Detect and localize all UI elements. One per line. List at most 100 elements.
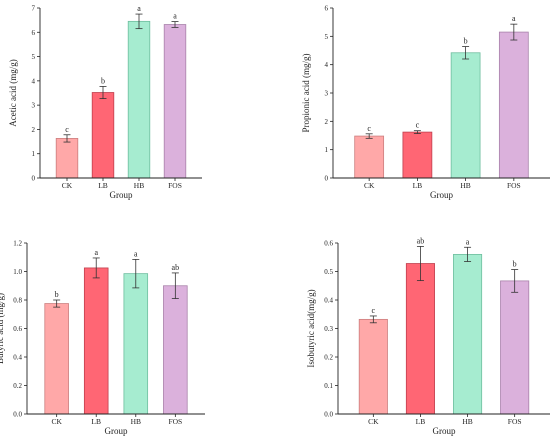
y-tick-label: 1.0 bbox=[13, 268, 22, 276]
bar-fos bbox=[498, 31, 529, 179]
x-tick-label: LB bbox=[98, 181, 108, 190]
bar-lb bbox=[402, 131, 433, 179]
bar-ck bbox=[55, 138, 79, 179]
bar-hb bbox=[450, 52, 481, 179]
y-tick-label: 2 bbox=[325, 118, 329, 126]
x-tick-label: LB bbox=[416, 417, 426, 426]
x-axis-title: Group bbox=[110, 190, 133, 200]
error-bar bbox=[369, 315, 377, 324]
error-bar bbox=[53, 299, 61, 308]
x-tick-label: HB bbox=[462, 417, 472, 426]
y-tick-label: 0 bbox=[32, 175, 36, 183]
significance-label: c bbox=[416, 121, 420, 130]
y-tick-label: 2 bbox=[32, 126, 36, 134]
error-bar bbox=[464, 246, 472, 262]
significance-label: a bbox=[173, 12, 177, 21]
bar-ck bbox=[358, 318, 388, 415]
error-bar bbox=[132, 258, 140, 289]
significance-label: c bbox=[367, 124, 371, 133]
error-bar bbox=[63, 134, 71, 143]
error-bar bbox=[416, 246, 424, 282]
y-tick-label: 6 bbox=[32, 29, 36, 37]
y-tick-label: 3 bbox=[32, 102, 36, 110]
significance-label: b bbox=[101, 76, 105, 85]
x-axis-title: Group bbox=[433, 426, 456, 436]
significance-label: b bbox=[464, 37, 468, 46]
error-bar bbox=[511, 269, 519, 293]
bar-fos bbox=[163, 24, 187, 179]
x-tick-label: FOS bbox=[507, 181, 521, 190]
error-bar bbox=[365, 133, 373, 139]
significance-label: a bbox=[134, 249, 138, 258]
y-tick-label: 5 bbox=[325, 33, 329, 41]
y-tick-label: 0.5 bbox=[324, 268, 333, 276]
x-tick-label: CK bbox=[51, 417, 62, 426]
bar-hb bbox=[123, 273, 149, 415]
bar-fos bbox=[500, 280, 530, 415]
error-bar bbox=[171, 272, 179, 299]
y-axis-title: Propionic acid (mg/g) bbox=[301, 54, 311, 133]
x-tick-label: HB bbox=[460, 181, 470, 190]
bar-ck bbox=[44, 303, 69, 415]
y-axis-title: Isobutyric acid(mg/g) bbox=[306, 289, 316, 367]
x-tick-label: CK bbox=[364, 181, 375, 190]
y-tick-label: 0.3 bbox=[324, 325, 333, 333]
y-tick-label: 0.0 bbox=[324, 411, 333, 419]
y-tick-label: 1 bbox=[325, 146, 329, 154]
y-tick-label: 7 bbox=[32, 5, 36, 13]
significance-label: c bbox=[65, 125, 69, 134]
y-axis-title: Acetic acid (mg/g) bbox=[8, 59, 18, 126]
significance-label: a bbox=[94, 248, 98, 257]
y-tick-label: 3 bbox=[325, 90, 329, 98]
x-tick-label: CK bbox=[368, 417, 379, 426]
significance-label: ab bbox=[417, 236, 425, 245]
y-tick-label: 0.1 bbox=[324, 382, 333, 390]
bar-hb bbox=[127, 20, 151, 179]
bar-lb bbox=[91, 92, 115, 179]
significance-label: b bbox=[513, 260, 517, 269]
y-tick-label: 0.8 bbox=[13, 297, 22, 305]
significance-label: a bbox=[512, 14, 516, 23]
x-axis-title: Group bbox=[430, 190, 453, 200]
chart-acetic: c CK b LB a HB a FOS 0 1 2 3 4 5 6 7 Group Acetic acid (m… bbox=[8, 4, 202, 200]
y-tick-label: 0.2 bbox=[13, 382, 22, 390]
y-tick-label: 1 bbox=[32, 150, 36, 158]
y-tick-label: 0.6 bbox=[324, 240, 333, 248]
significance-label: b bbox=[55, 290, 59, 299]
y-axis-title: Butyric acid (mg/g) bbox=[0, 293, 5, 364]
y-tick-label: 6 bbox=[325, 5, 329, 13]
x-tick-label: LB bbox=[91, 417, 101, 426]
error-bar bbox=[413, 130, 421, 134]
y-tick-label: 4 bbox=[325, 61, 329, 69]
error-bar bbox=[135, 13, 143, 30]
x-tick-label: HB bbox=[131, 417, 141, 426]
bar-lb bbox=[83, 267, 109, 415]
y-tick-label: 0.4 bbox=[324, 297, 333, 305]
x-tick-label: HB bbox=[134, 181, 144, 190]
y-tick-label: 0 bbox=[325, 175, 329, 183]
x-tick-label: FOS bbox=[168, 417, 182, 426]
bar-ck bbox=[354, 135, 385, 179]
chart-isobutyric: c CK ab LB a HB b FOS 0.0 0.1 0.2 0.3 0.4 0.5 0.6 Group… bbox=[306, 236, 550, 436]
y-tick-label: 1.2 bbox=[13, 240, 22, 248]
error-bar bbox=[462, 46, 470, 60]
bar-hb bbox=[453, 253, 483, 415]
significance-label: ab bbox=[172, 263, 180, 272]
y-tick-label: 5 bbox=[32, 53, 36, 61]
x-tick-label: FOS bbox=[508, 417, 522, 426]
x-axis-title: Group bbox=[105, 426, 128, 436]
chart-propionic: c CK c LB b HB a FOS 0 1 2 3 4 5 6 Group Propionic acid … bbox=[301, 5, 550, 200]
chart-butyric: b CK a LB a HB ab FOS 0.0 0.2 0.4 0.6 0.8 1.0 1.2 Group… bbox=[0, 240, 205, 436]
significance-label: a bbox=[137, 4, 141, 13]
y-tick-label: 0.4 bbox=[13, 354, 22, 362]
y-tick-label: 4 bbox=[32, 77, 36, 85]
significance-label: a bbox=[466, 237, 470, 246]
error-bar bbox=[92, 257, 100, 279]
error-bar bbox=[510, 23, 518, 41]
bar-fos bbox=[163, 285, 188, 415]
y-tick-label: 0.2 bbox=[324, 354, 333, 362]
y-tick-label: 0.6 bbox=[13, 325, 22, 333]
x-tick-label: FOS bbox=[168, 181, 182, 190]
significance-label: c bbox=[372, 306, 376, 315]
